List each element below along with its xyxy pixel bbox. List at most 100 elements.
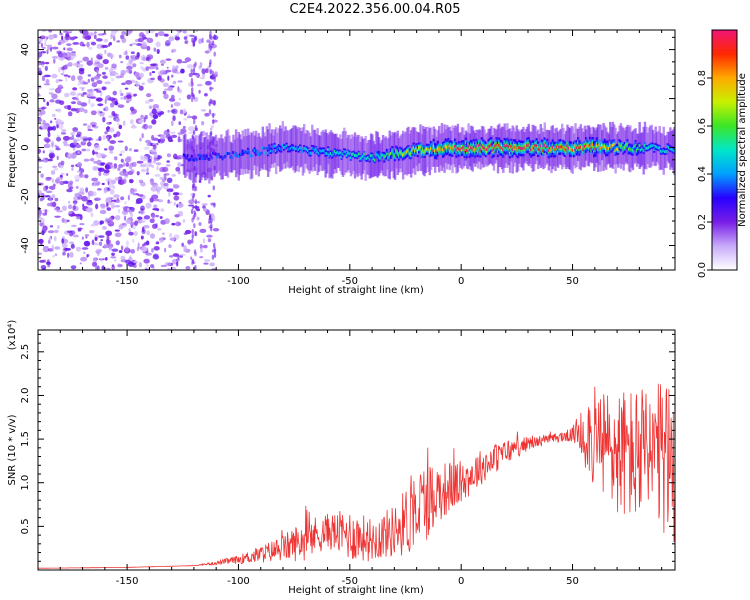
noise-blob bbox=[167, 110, 170, 113]
signal-core bbox=[391, 149, 394, 153]
noise-blob bbox=[44, 126, 48, 130]
noise-blob bbox=[83, 174, 89, 179]
signal-core bbox=[210, 156, 214, 160]
noise-blob bbox=[172, 65, 176, 71]
noise-blob bbox=[86, 91, 93, 98]
noise-blob bbox=[95, 38, 103, 42]
noise-blob bbox=[106, 238, 110, 245]
noise-blob bbox=[129, 119, 134, 125]
signal-core bbox=[234, 151, 238, 155]
signal-core bbox=[666, 145, 669, 148]
noise-blob bbox=[148, 65, 156, 70]
signal-core bbox=[411, 148, 414, 152]
signal-core bbox=[586, 144, 589, 148]
noise-blob bbox=[74, 192, 81, 198]
signal-core bbox=[377, 154, 381, 158]
signal-core bbox=[421, 148, 425, 152]
noise-blob bbox=[139, 137, 142, 142]
noise-blob bbox=[130, 169, 135, 174]
signal-core bbox=[498, 143, 501, 147]
noise-blob bbox=[137, 194, 144, 197]
noise-blob bbox=[168, 233, 173, 238]
noise-blob bbox=[56, 176, 63, 181]
noise-blob bbox=[146, 240, 150, 246]
signal-core bbox=[293, 147, 297, 151]
noise-blob bbox=[41, 75, 46, 82]
noise-blob bbox=[166, 153, 171, 158]
noise-streak bbox=[192, 68, 196, 74]
noise-streak bbox=[211, 140, 215, 146]
signal-core bbox=[443, 147, 446, 151]
noise-blob bbox=[126, 92, 132, 96]
signal-core bbox=[673, 149, 675, 153]
signal-core bbox=[483, 146, 486, 150]
noise-blob bbox=[126, 30, 133, 34]
signal-core bbox=[464, 144, 468, 147]
noise-blob bbox=[67, 182, 73, 189]
signal-core bbox=[594, 147, 597, 151]
noise-blob bbox=[83, 109, 88, 114]
noise-blob bbox=[38, 112, 41, 116]
noise-blob bbox=[114, 232, 122, 238]
signal-core bbox=[448, 146, 452, 150]
noise-blob bbox=[40, 51, 47, 54]
signal-core bbox=[277, 145, 281, 149]
signal-core bbox=[597, 146, 600, 150]
noise-blob bbox=[72, 97, 77, 100]
signal-core bbox=[252, 149, 255, 153]
noise-blob bbox=[114, 72, 119, 76]
signal-core bbox=[217, 152, 220, 156]
noise-blob bbox=[164, 262, 172, 267]
noise-blob bbox=[38, 41, 41, 45]
noise-blob bbox=[83, 240, 91, 247]
signal-core bbox=[408, 152, 412, 156]
noise-blob bbox=[199, 228, 207, 234]
signal-core bbox=[625, 143, 628, 147]
noise-blob bbox=[69, 153, 77, 159]
signal-core bbox=[360, 156, 363, 160]
noise-blob bbox=[50, 170, 56, 175]
noise-blob bbox=[51, 55, 59, 59]
colorbar-tick-label: 0.2 bbox=[697, 214, 708, 230]
noise-blob bbox=[121, 31, 126, 35]
signal-core bbox=[341, 152, 345, 156]
noise-blob bbox=[145, 264, 149, 267]
noise-blob bbox=[101, 86, 107, 91]
noise-blob bbox=[80, 173, 85, 179]
noise-blob bbox=[159, 216, 163, 219]
noise-blob bbox=[154, 174, 161, 177]
noise-blob bbox=[90, 103, 95, 108]
signal-core bbox=[487, 145, 490, 149]
noise-streak bbox=[194, 231, 197, 237]
noise-streak bbox=[208, 109, 212, 115]
signal-core bbox=[514, 145, 517, 149]
noise-blob bbox=[43, 83, 51, 86]
signal-core bbox=[384, 154, 387, 158]
x-axis-label: Height of straight line (km) bbox=[288, 585, 424, 596]
noise-blob bbox=[108, 115, 114, 119]
signal-core bbox=[425, 147, 429, 151]
signal-core bbox=[585, 143, 588, 147]
noise-streak bbox=[193, 63, 196, 69]
noise-streak bbox=[209, 152, 212, 158]
signal-core bbox=[507, 145, 510, 149]
colorbar-tick-label: 0.6 bbox=[697, 118, 708, 134]
noise-blob bbox=[163, 93, 169, 100]
noise-blob bbox=[150, 116, 154, 119]
noise-blob bbox=[186, 64, 194, 69]
noise-blob bbox=[55, 79, 60, 84]
signal-core bbox=[423, 151, 426, 155]
signal-core bbox=[196, 158, 199, 162]
noise-blob bbox=[54, 246, 61, 250]
signal-core bbox=[319, 149, 322, 152]
noise-blob bbox=[107, 187, 110, 191]
noise-blob bbox=[128, 231, 134, 236]
signal-core bbox=[412, 146, 416, 150]
noise-blob bbox=[177, 137, 181, 143]
noise-blob bbox=[140, 218, 146, 224]
noise-blob bbox=[117, 104, 125, 108]
noise-blob bbox=[86, 148, 91, 152]
signal-core bbox=[650, 144, 653, 148]
noise-blob bbox=[74, 174, 81, 181]
noise-blob bbox=[105, 177, 113, 183]
